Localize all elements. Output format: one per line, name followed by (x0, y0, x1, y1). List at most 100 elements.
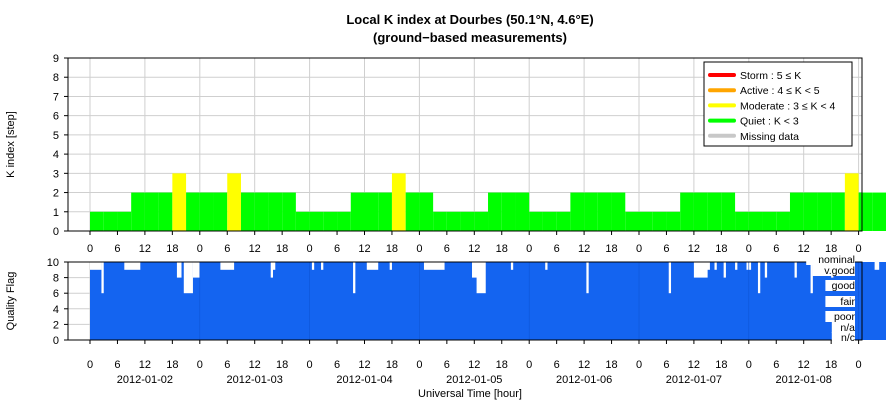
k-ytick-label: 1 (53, 207, 59, 219)
qf-xtick-label: 6 (554, 359, 560, 371)
qf-xtick-label: 6 (663, 359, 669, 371)
k-xtick-label: 0 (197, 243, 203, 255)
k-y-axis-label: K index [step] (5, 111, 17, 178)
qf-dip (321, 262, 324, 270)
k-bar (295, 211, 310, 231)
k-bar (570, 192, 585, 231)
chart-title: Local K index at Dourbes (50.1°N, 4.6°E) (346, 12, 593, 27)
qf-dip (510, 262, 514, 270)
k-bar (433, 211, 447, 231)
qf-xtick-label: 18 (605, 359, 617, 371)
k-xtick-label: 6 (444, 243, 450, 255)
k-xtick-label: 0 (856, 243, 862, 255)
qf-date-label: 2012-01-08 (776, 374, 832, 386)
qf-xtick-label: 0 (856, 359, 862, 371)
qf-dip (545, 262, 548, 270)
k-bar (240, 192, 255, 231)
k-bar (501, 192, 516, 231)
k-bar (721, 192, 736, 231)
k-bar (227, 173, 241, 231)
qf-xtick-label: 18 (496, 359, 508, 371)
k-bar (103, 211, 118, 231)
k-bar (213, 192, 228, 231)
qf-dip (183, 262, 193, 294)
k-xtick-label: 12 (358, 243, 370, 255)
k-bar (488, 192, 502, 231)
qf-dip (124, 262, 141, 270)
qf-dip (101, 262, 104, 294)
k-xtick-label: 12 (798, 243, 810, 255)
qf-dip (794, 262, 797, 278)
k-bar (817, 192, 832, 231)
k-xtick-label: 0 (746, 243, 752, 255)
qf-dip (389, 262, 392, 270)
k-bar (144, 192, 159, 231)
k-bar (282, 192, 296, 231)
qf-ytick-label: 0 (53, 335, 59, 347)
qf-dip (220, 262, 235, 270)
k-ytick-label: 2 (53, 188, 59, 200)
k-xtick-label: 6 (334, 243, 340, 255)
qf-dip (586, 262, 589, 294)
qf-level-label: v.good (824, 265, 855, 277)
qf-level-bg (831, 322, 855, 333)
k-xtick-label: 6 (663, 243, 669, 255)
k-xtick-label: 12 (249, 243, 261, 255)
qf-ytick-label: 6 (53, 288, 59, 300)
qf-dip (810, 262, 813, 294)
qf-xtick-label: 18 (166, 359, 178, 371)
k-bar (652, 211, 667, 231)
k-xtick-label: 12 (688, 243, 700, 255)
k-bar (405, 192, 420, 231)
qf-xtick-label: 12 (468, 359, 480, 371)
qf-dip (311, 262, 315, 270)
k-xtick-label: 18 (276, 243, 288, 255)
k-bar (474, 211, 489, 231)
qf-dip (735, 262, 738, 270)
k-bar (803, 192, 818, 231)
k-bar (872, 192, 886, 231)
qf-dip (273, 262, 276, 270)
qf-ytick-label: 10 (47, 257, 59, 269)
qf-date-label: 2012-01-07 (666, 374, 722, 386)
qf-dip (764, 262, 768, 278)
qf-xtick-label: 6 (334, 359, 340, 371)
k-bar (762, 211, 777, 231)
k-xtick-label: 12 (139, 243, 151, 255)
k-bar (446, 211, 461, 231)
k-bar (707, 192, 722, 231)
k-xtick-label: 12 (468, 243, 480, 255)
qf-xtick-label: 12 (688, 359, 700, 371)
k-xtick-label: 6 (554, 243, 560, 255)
qf-dip (714, 262, 717, 270)
k-bar (639, 211, 653, 231)
qf-xtick-label: 18 (715, 359, 727, 371)
qf-xtick-label: 12 (249, 359, 261, 371)
qf-level-bg (806, 254, 855, 265)
qf-level-bg (812, 265, 855, 276)
k-xtick-label: 0 (416, 243, 422, 255)
qf-xtick-label: 12 (798, 359, 810, 371)
k-bar (680, 192, 694, 231)
qf-level-bg (831, 332, 855, 343)
k-ytick-label: 4 (53, 149, 59, 161)
k-bar (309, 211, 324, 231)
chart-subtitle: (ground−based measurements) (373, 30, 567, 45)
k-bar (625, 211, 639, 231)
qf-date-label: 2012-01-04 (336, 374, 392, 386)
k-bar (666, 211, 681, 231)
k-bar (556, 211, 571, 231)
k-xtick-label: 0 (87, 243, 93, 255)
k-bar (515, 192, 530, 231)
qf-xtick-label: 0 (416, 359, 422, 371)
k-bar (254, 192, 269, 231)
k-bar (529, 211, 543, 231)
qf-dip (366, 262, 379, 270)
qf-xtick-label: 0 (307, 359, 313, 371)
qf-y-axis-label: Quality Flag (5, 272, 17, 331)
k-xtick-label: 6 (114, 243, 120, 255)
qf-x-axis-label: Universal Time [hour] (418, 388, 522, 400)
qf-xtick-label: 0 (197, 359, 203, 371)
qf-dip (270, 262, 273, 278)
